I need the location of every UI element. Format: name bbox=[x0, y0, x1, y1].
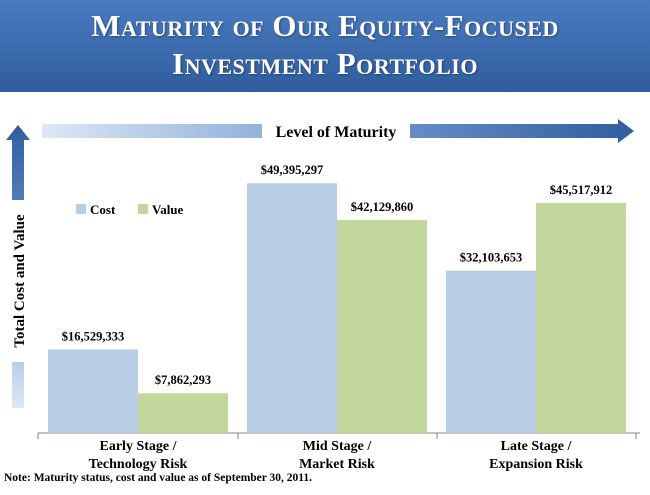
legend-swatch-value bbox=[138, 204, 148, 214]
title-banner: Maturity of Our Equity-Focused Investmen… bbox=[0, 0, 650, 92]
value-arrow-label-bg bbox=[8, 200, 28, 362]
legend-label-value: Value bbox=[152, 202, 184, 217]
bar-value-0 bbox=[138, 393, 228, 433]
maturity-arrow-label-bg bbox=[262, 121, 410, 141]
bar-cost-2 bbox=[446, 270, 536, 433]
category-label-0-line-1: Technology Risk bbox=[89, 457, 188, 472]
bar-label-value-1: $42,129,860 bbox=[351, 200, 414, 214]
category-labels-group: Early Stage / Technology Risk Mid Stage / M… bbox=[89, 439, 583, 472]
category-label-1-line-1: Market Risk bbox=[299, 457, 375, 472]
bar-label-value-2: $45,517,912 bbox=[550, 183, 613, 197]
maturity-arrow-label: Level of Maturity bbox=[276, 124, 397, 141]
bar-label-value-0: $7,862,293 bbox=[155, 373, 211, 387]
bar-value-1 bbox=[337, 219, 427, 433]
category-label-2-line-0: Late Stage / bbox=[501, 439, 573, 454]
bars-group bbox=[48, 183, 626, 433]
bar-cost-1 bbox=[247, 183, 337, 433]
footnote: Note: Maturity status, cost and value as… bbox=[4, 472, 313, 484]
bar-label-cost-2: $32,103,653 bbox=[460, 251, 523, 265]
category-label-0-line-0: Early Stage / bbox=[100, 439, 178, 454]
chart-title-line-1: Maturity of Our Equity-Focused bbox=[91, 8, 559, 43]
legend-label-cost: Cost bbox=[90, 202, 116, 217]
value-arrow-label: Total Cost and Value bbox=[12, 214, 28, 348]
bar-label-cost-0: $16,529,333 bbox=[62, 329, 125, 343]
category-label-1-line-0: Mid Stage / bbox=[303, 439, 373, 454]
bar-labels-group: $16,529,333 $7,862,293 $49,395,297 $42,129,… bbox=[62, 163, 613, 387]
bar-cost-0 bbox=[48, 349, 138, 433]
legend-swatch-cost bbox=[76, 204, 86, 214]
category-label-2-line-1: Expansion Risk bbox=[489, 457, 583, 472]
bar-label-cost-1: $49,395,297 bbox=[261, 163, 324, 177]
bar-value-2 bbox=[536, 202, 626, 433]
legend: Cost Value bbox=[76, 202, 184, 217]
chart-title-line-2: Investment Portfolio bbox=[172, 46, 478, 81]
